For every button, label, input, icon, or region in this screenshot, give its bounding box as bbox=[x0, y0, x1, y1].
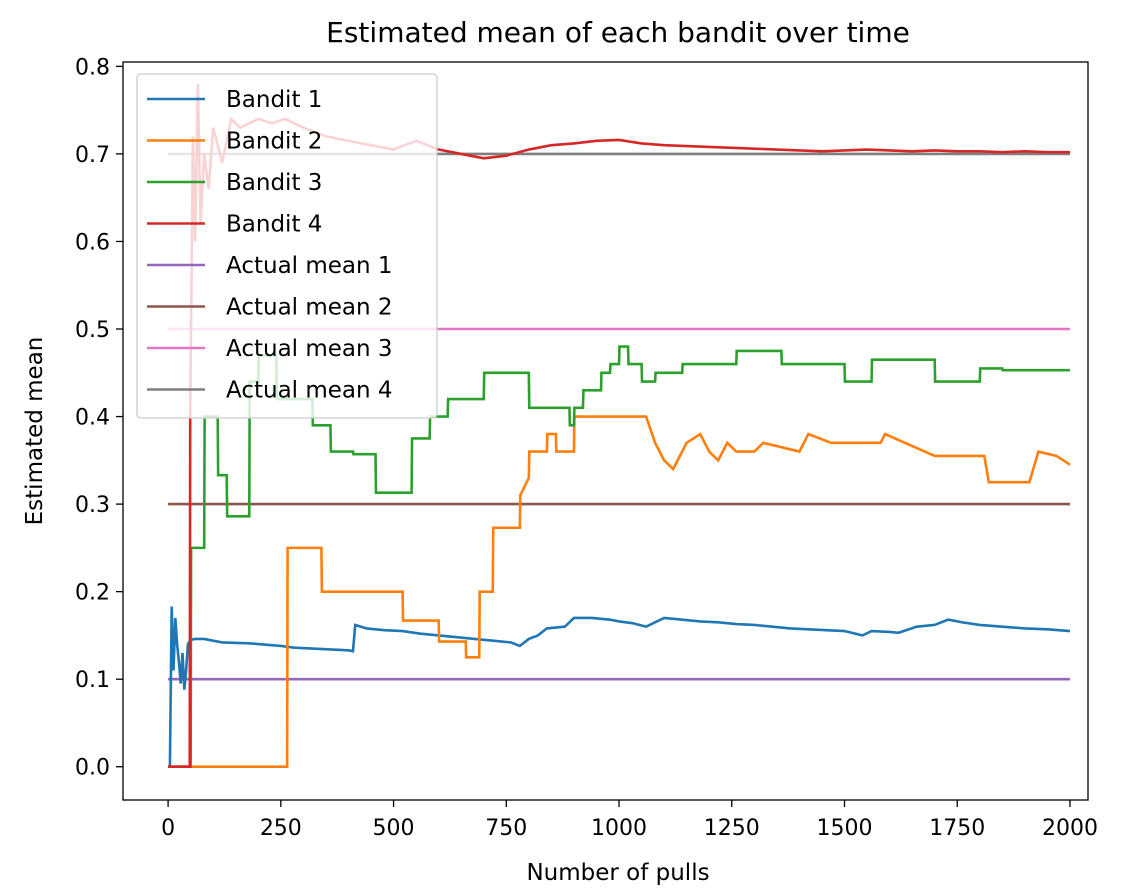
legend-box bbox=[136, 73, 438, 419]
x-tick-label: 0 bbox=[161, 816, 175, 841]
y-tick-label: 0.0 bbox=[75, 756, 110, 781]
legend-label-bandit-1: Bandit 1 bbox=[226, 87, 322, 113]
x-tick-label: 250 bbox=[260, 816, 302, 841]
x-axis-label: Number of pulls bbox=[526, 860, 709, 886]
x-tick-label: 1750 bbox=[929, 816, 985, 841]
y-tick-label: 0.3 bbox=[75, 493, 110, 518]
legend-label-bandit-3: Bandit 3 bbox=[226, 170, 322, 196]
series-line-bandit-2 bbox=[168, 415, 1071, 769]
y-tick-label: 0.7 bbox=[75, 143, 110, 168]
y-tick-label: 0.5 bbox=[75, 318, 110, 343]
y-tick-label: 0.8 bbox=[75, 55, 110, 80]
legend-label-actual-mean-3: Actual mean 3 bbox=[226, 336, 393, 362]
legend-label-actual-mean-1: Actual mean 1 bbox=[226, 253, 393, 279]
y-tick-label: 0.2 bbox=[75, 581, 110, 606]
legend-label-actual-mean-4: Actual mean 4 bbox=[226, 378, 393, 404]
plot-frame bbox=[122, 61, 1089, 801]
chart-title: Estimated mean of each bandit over time bbox=[326, 16, 910, 49]
legend: Bandit 1 Bandit 2 Bandit 3 Bandit 4 Actual m… bbox=[136, 73, 438, 419]
x-tick-label: 1000 bbox=[591, 816, 647, 841]
y-tick-label: 0.4 bbox=[75, 406, 110, 431]
x-tick-label: 2000 bbox=[1042, 816, 1098, 841]
x-tick-label: 1250 bbox=[704, 816, 760, 841]
x-tick-label: 500 bbox=[373, 816, 415, 841]
x-tick-label: 1500 bbox=[816, 816, 872, 841]
x-tick-label: 750 bbox=[485, 816, 527, 841]
y-tick-label: 0.6 bbox=[75, 230, 110, 255]
y-axis-label: Estimated mean bbox=[22, 337, 48, 526]
axis-layer: 0 250 500 750 1000 1250 1500 1750 2000 0.0 0.1 0.2 0… bbox=[75, 55, 1098, 841]
series-line-bandit-1 bbox=[168, 606, 1071, 769]
legend-label-bandit-2: Bandit 2 bbox=[226, 129, 322, 155]
y-tick-label: 0.1 bbox=[75, 668, 110, 693]
legend-label-bandit-4: Bandit 4 bbox=[226, 212, 322, 238]
legend-label-actual-mean-2: Actual mean 2 bbox=[226, 295, 393, 321]
